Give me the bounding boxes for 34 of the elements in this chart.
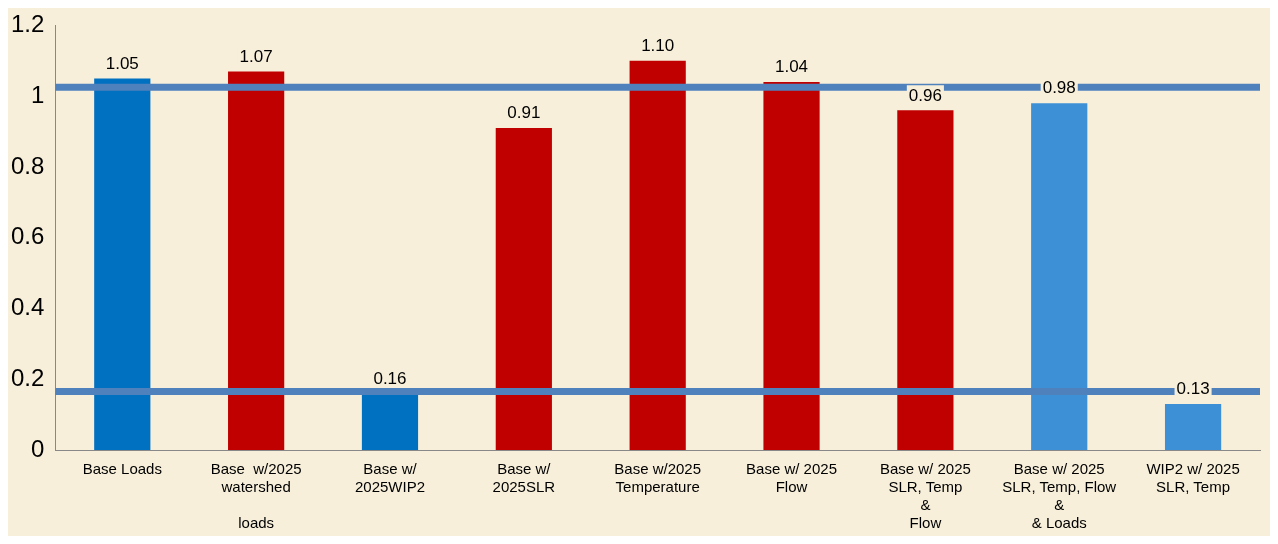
x-tick-label: Base w/ 2025 Flow xyxy=(746,460,837,496)
y-tick-label: 0.6 xyxy=(10,222,45,250)
bar xyxy=(495,128,552,450)
y-tick-label: 0.4 xyxy=(10,293,45,321)
x-tick-label: Base w/ 2025SLR xyxy=(492,460,556,496)
data-label: 1.07 xyxy=(239,46,273,66)
x-tick-label: Base w/2025 Temperature xyxy=(614,460,702,496)
data-label: 0.13 xyxy=(1176,379,1210,399)
data-label: 1.05 xyxy=(105,53,139,73)
bar xyxy=(1031,103,1088,450)
x-tick-label: Base w/ 2025 SLR, Temp, Flow & & Loads xyxy=(1002,460,1117,532)
bar xyxy=(228,71,285,450)
bar xyxy=(361,393,419,450)
y-tick-label: 1.2 xyxy=(10,10,45,38)
y-tick-label: 0 xyxy=(31,434,45,462)
bar xyxy=(629,60,686,450)
bar xyxy=(897,110,954,450)
x-tick-label: Base w/ 2025WIP2 xyxy=(354,460,426,496)
data-label: 0.16 xyxy=(373,368,407,388)
x-tick-label: WIP2 w/ 2025 SLR, Temp xyxy=(1146,460,1240,496)
bar xyxy=(94,78,151,450)
data-label: 1.10 xyxy=(641,35,675,55)
data-label: 1.04 xyxy=(774,57,809,77)
x-tick-label: Base w/ 2025 SLR, Temp & Flow xyxy=(879,460,971,532)
y-tick-label: 1 xyxy=(31,80,45,108)
y-tick-label: 0.2 xyxy=(10,363,45,391)
data-label: 0.91 xyxy=(507,103,541,123)
x-tick-label: Base Loads xyxy=(82,460,162,478)
data-label: 0.96 xyxy=(908,85,942,105)
category-label: Base w/2025 watershed loads xyxy=(210,460,302,532)
bar xyxy=(1164,404,1222,450)
bar xyxy=(763,82,820,450)
y-tick-label: 0.8 xyxy=(10,151,45,179)
data-label: 0.98 xyxy=(1042,78,1076,98)
